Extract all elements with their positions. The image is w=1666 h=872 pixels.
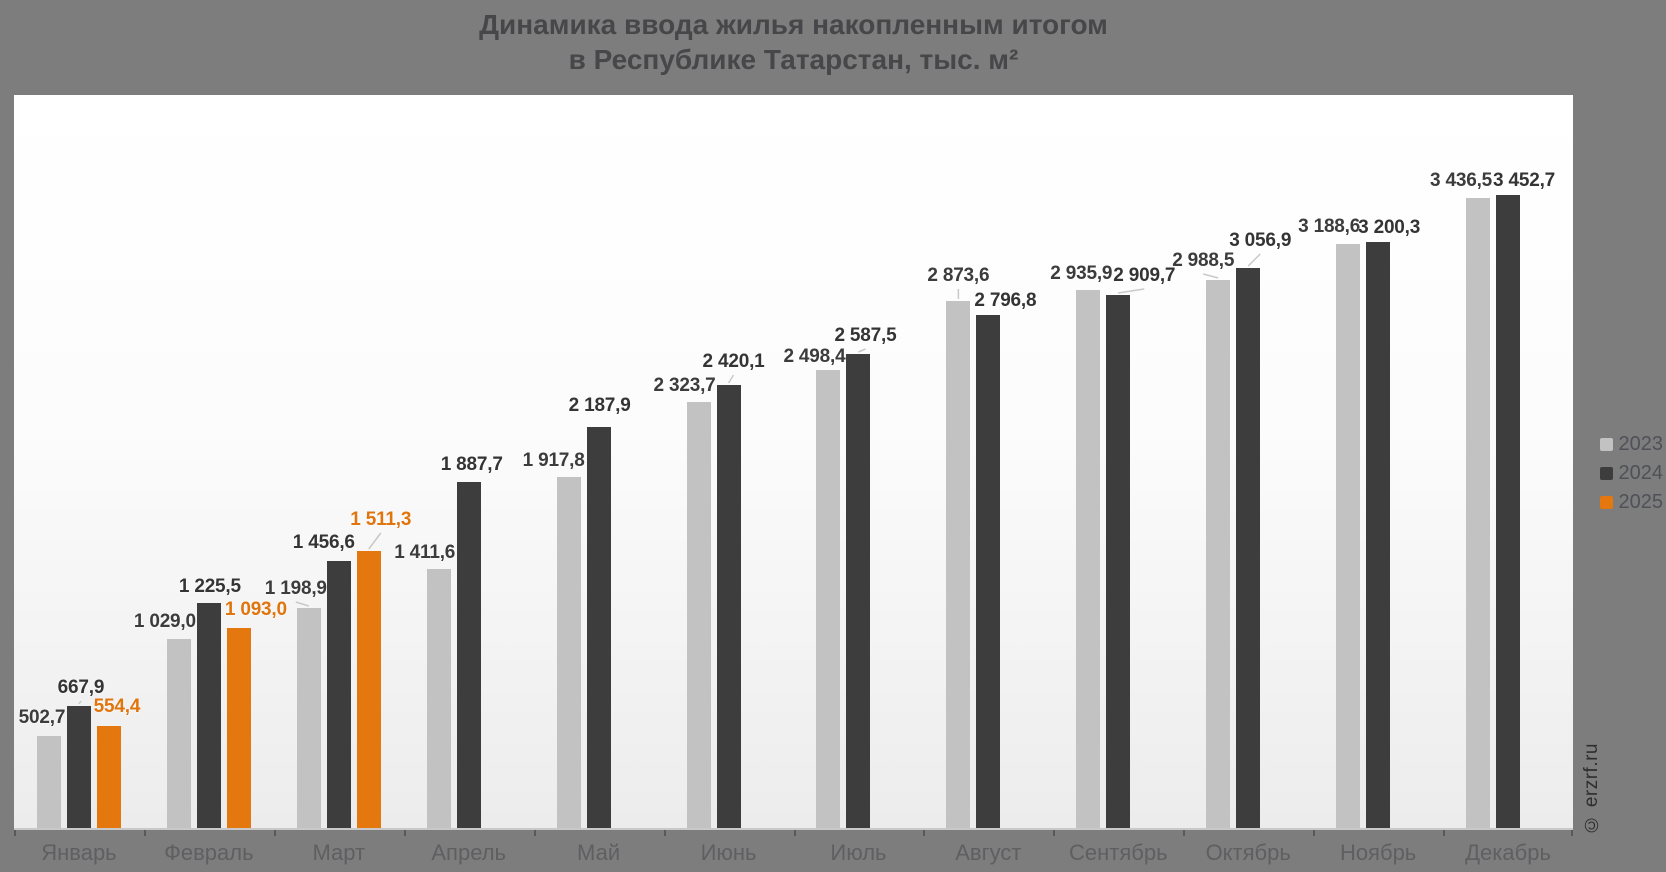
bar-2023-5[interactable] (556, 477, 581, 828)
watermark: © erzrf.ru (1581, 742, 1602, 834)
value-label-2023-3: 1 198,9 (264, 578, 327, 599)
x-label-12: Декабрь (1465, 840, 1551, 865)
value-label-2023-11: 3 188,6 (1298, 216, 1361, 237)
axis-ticks (14, 830, 1574, 837)
value-label-2024-9: 2 909,7 (1113, 265, 1176, 286)
axis-tick-3 (403, 830, 406, 836)
x-label-1: Январь (41, 840, 117, 865)
value-label-2023-12: 3 436,5 (1430, 170, 1493, 191)
value-label-2023-7: 2 498,4 (783, 346, 846, 367)
value-label-2024-6: 2 420,1 (702, 351, 765, 372)
value-label-2025-1: 554,4 (93, 696, 141, 717)
x-axis: Январь Февраль Март Апрель Май Июнь Июль Август… (14, 840, 1573, 868)
bar-2024-6[interactable] (716, 385, 741, 828)
value-label-2023-6: 2 323,7 (653, 375, 716, 396)
value-label-2025-3: 1 511,3 (350, 509, 412, 530)
value-label-2024-3: 1 456,6 (292, 532, 355, 553)
x-label-6: Июнь (700, 840, 757, 865)
x-label-7: Июль (830, 840, 887, 865)
bar-2025-2[interactable] (226, 628, 251, 828)
bar-2024-3[interactable] (326, 561, 351, 828)
x-label-8: Август (955, 840, 1022, 865)
bar-2023-6[interactable] (686, 402, 711, 828)
value-label-2024-12: 3 452,7 (1493, 170, 1556, 191)
x-label-5: Май (577, 840, 621, 865)
axis-tick-5 (663, 830, 666, 836)
value-label-2023-5: 1 917,8 (522, 450, 585, 471)
axis-tick-1 (143, 830, 146, 836)
axis-tick-8 (1053, 830, 1056, 836)
value-label-2024-1: 667,9 (57, 677, 105, 698)
bar-2025-1[interactable] (96, 726, 121, 828)
plot-area: 502,7 1 029,0 1 198,9 1 411,6 1 917,8 2 323,7… (14, 95, 1573, 830)
axis-tick-12 (1571, 830, 1573, 836)
value-label-2023-4: 1 411,6 (394, 542, 456, 563)
axis-tick-10 (1313, 830, 1316, 836)
bar-2024-7[interactable] (846, 354, 871, 828)
value-label-2024-8: 2 796,8 (974, 290, 1037, 311)
bar-2023-11[interactable] (1336, 244, 1361, 828)
bar-2023-4[interactable] (426, 569, 451, 828)
bar-2024-5[interactable] (586, 427, 611, 828)
value-label-2024-11: 3 200,3 (1358, 217, 1421, 238)
legend-item-2023[interactable]: 2023 (1599, 433, 1664, 455)
bar-2023-10[interactable] (1206, 280, 1231, 828)
bar-2024-10[interactable] (1236, 268, 1261, 828)
chart-title-line2: в Республике Татарстан, тыс. м² (568, 44, 1019, 75)
axis-tick-9 (1183, 830, 1186, 836)
bar-2025-3[interactable] (356, 551, 381, 828)
value-label-2023-9: 2 935,9 (1050, 263, 1113, 284)
x-label-9: Сентябрь (1069, 840, 1168, 865)
axis-tick-4 (533, 830, 536, 836)
x-label-4: Апрель (431, 840, 507, 865)
value-label-2023-1: 502,7 (18, 707, 66, 728)
bar-2024-11[interactable] (1366, 242, 1391, 828)
bar-2024-9[interactable] (1106, 295, 1131, 828)
bar-2023-7[interactable] (816, 370, 841, 828)
bar-2024-2[interactable] (196, 603, 221, 828)
bar-2023-1[interactable] (36, 736, 61, 828)
value-label-2023-8: 2 873,6 (927, 265, 990, 286)
bar-2023-3[interactable] (296, 608, 321, 828)
axis-tick-11 (1443, 830, 1446, 836)
bar-2023-9[interactable] (1076, 290, 1101, 828)
bar-2024-8[interactable] (976, 315, 1001, 828)
legend-swatch-2023 (1599, 437, 1613, 451)
value-label-2024-7: 2 587,5 (834, 325, 897, 346)
chart-title: Динамика ввода жилья накопленным итогом … (14, 7, 1573, 77)
axis-tick-2 (273, 830, 276, 836)
x-label-11: Ноябрь (1339, 840, 1417, 865)
chart-title-line1: Динамика ввода жилья накопленным итогом (479, 9, 1108, 40)
axis-tick-0 (14, 830, 16, 836)
legend: 2023 2024 2025 (1599, 433, 1664, 520)
bar-2023-8[interactable] (946, 301, 971, 828)
axis-tick-7 (923, 830, 926, 836)
value-label-2024-2: 1 225,5 (178, 576, 241, 597)
legend-label-2023: 2023 (1618, 433, 1664, 455)
bar-2024-12[interactable] (1496, 195, 1521, 828)
value-label-2023-10: 2 988,5 (1172, 250, 1235, 271)
legend-label-2025: 2025 (1618, 491, 1664, 513)
legend-swatch-2025 (1599, 495, 1613, 509)
value-label-2025-2: 1 093,0 (224, 599, 287, 620)
legend-item-2025[interactable]: 2025 (1599, 491, 1664, 513)
x-label-3: Март (312, 840, 366, 865)
legend-item-2024[interactable]: 2024 (1599, 462, 1664, 484)
axis-tick-6 (793, 830, 796, 836)
value-label-2024-5: 2 187,9 (568, 395, 631, 416)
value-label-2024-4: 1 887,7 (440, 454, 503, 475)
bar-2024-4[interactable] (456, 482, 481, 828)
value-label-2024-10: 3 056,9 (1229, 230, 1292, 251)
legend-label-2024: 2024 (1618, 462, 1664, 484)
legend-swatch-2024 (1599, 466, 1613, 480)
bar-2023-2[interactable] (166, 639, 191, 828)
x-label-10: Октябрь (1205, 840, 1291, 865)
bar-2023-12[interactable] (1466, 198, 1491, 828)
bar-2024-1[interactable] (66, 706, 91, 828)
x-label-2: Февраль (164, 840, 254, 865)
value-label-2023-2: 1 029,0 (133, 611, 196, 632)
